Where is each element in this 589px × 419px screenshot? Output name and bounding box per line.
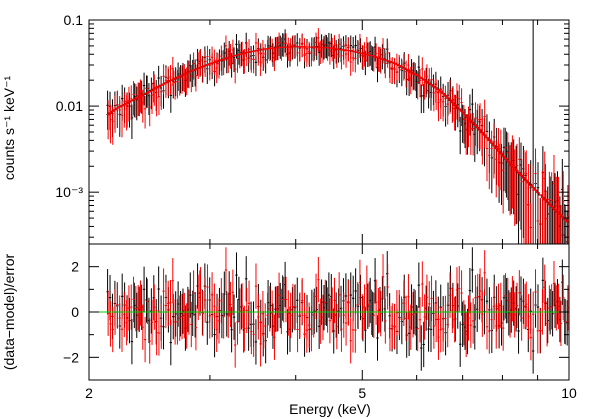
y-axis-title-residuals: (data−model)/error — [1, 253, 17, 370]
residual-panel: 2 5 10 2 0 −2 — [63, 243, 577, 401]
y-tick-label-spectrum: 10⁻³ — [55, 184, 83, 200]
x-tick-label: 10 — [561, 385, 577, 401]
spectrum-panel: 0.1 0.01 10⁻³ — [55, 12, 570, 245]
x-axis-title: Energy (keV) — [289, 401, 371, 417]
y-tick-label-spectrum: 0.1 — [64, 12, 84, 28]
y-tick-label-residuals: 0 — [71, 304, 79, 320]
y-tick-label-residuals: −2 — [63, 349, 79, 365]
x-tick-label: 5 — [358, 385, 366, 401]
axis-labels: counts s⁻¹ keV⁻¹ (data−model)/error Ener… — [1, 76, 371, 417]
residual-data — [106, 247, 569, 374]
spectrum-data — [106, 20, 569, 244]
y-tick-label-spectrum: 0.01 — [56, 98, 83, 114]
y-tick-label-residuals: 2 — [71, 259, 79, 275]
y-axis-title-spectrum: counts s⁻¹ keV⁻¹ — [1, 76, 17, 181]
x-tick-label: 2 — [85, 385, 93, 401]
model-line-red — [107, 46, 569, 223]
